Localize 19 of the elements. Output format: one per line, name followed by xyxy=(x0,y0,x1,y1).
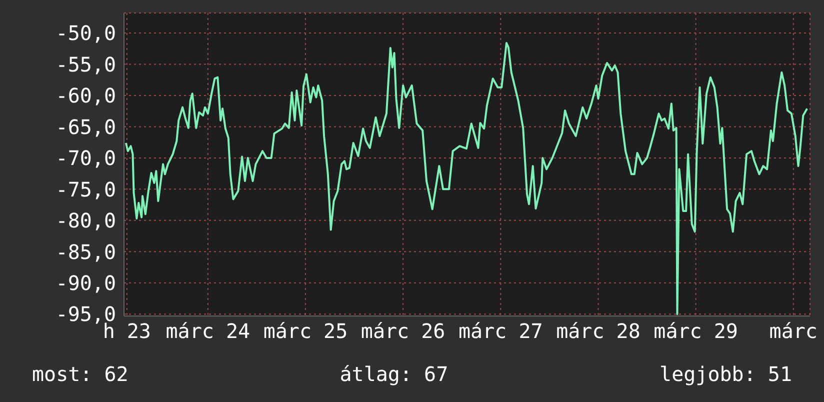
text: átlag: 67 xyxy=(340,362,448,386)
y-tick-label: -85,0 xyxy=(56,240,116,264)
y-tick-label: -80,0 xyxy=(56,208,116,233)
y-tick-label: -50,0 xyxy=(56,21,116,46)
y-tick-label: -75,0 xyxy=(56,177,116,202)
x-tick-label: márc 25 xyxy=(263,319,348,344)
x-tick-label: márc 26 xyxy=(360,319,446,344)
y-tick-label: -55,0 xyxy=(56,52,116,76)
x-tick-label: márc 28 xyxy=(556,319,640,344)
text: most: 62 xyxy=(32,362,128,386)
text: legjobb: 51 xyxy=(660,362,792,386)
x-tick-label: márc 27 xyxy=(458,319,543,344)
x-tick-label: márc 29 xyxy=(654,319,738,344)
x-tick-label: márc 24 xyxy=(166,319,250,344)
y-tick-label: -90,0 xyxy=(56,270,116,295)
y-tick-label: -60,0 xyxy=(56,84,116,108)
x-tick-label: márc xyxy=(769,319,818,344)
y-tick-label: -70,0 xyxy=(56,146,116,170)
y-tick-label: -65,0 xyxy=(56,114,116,139)
